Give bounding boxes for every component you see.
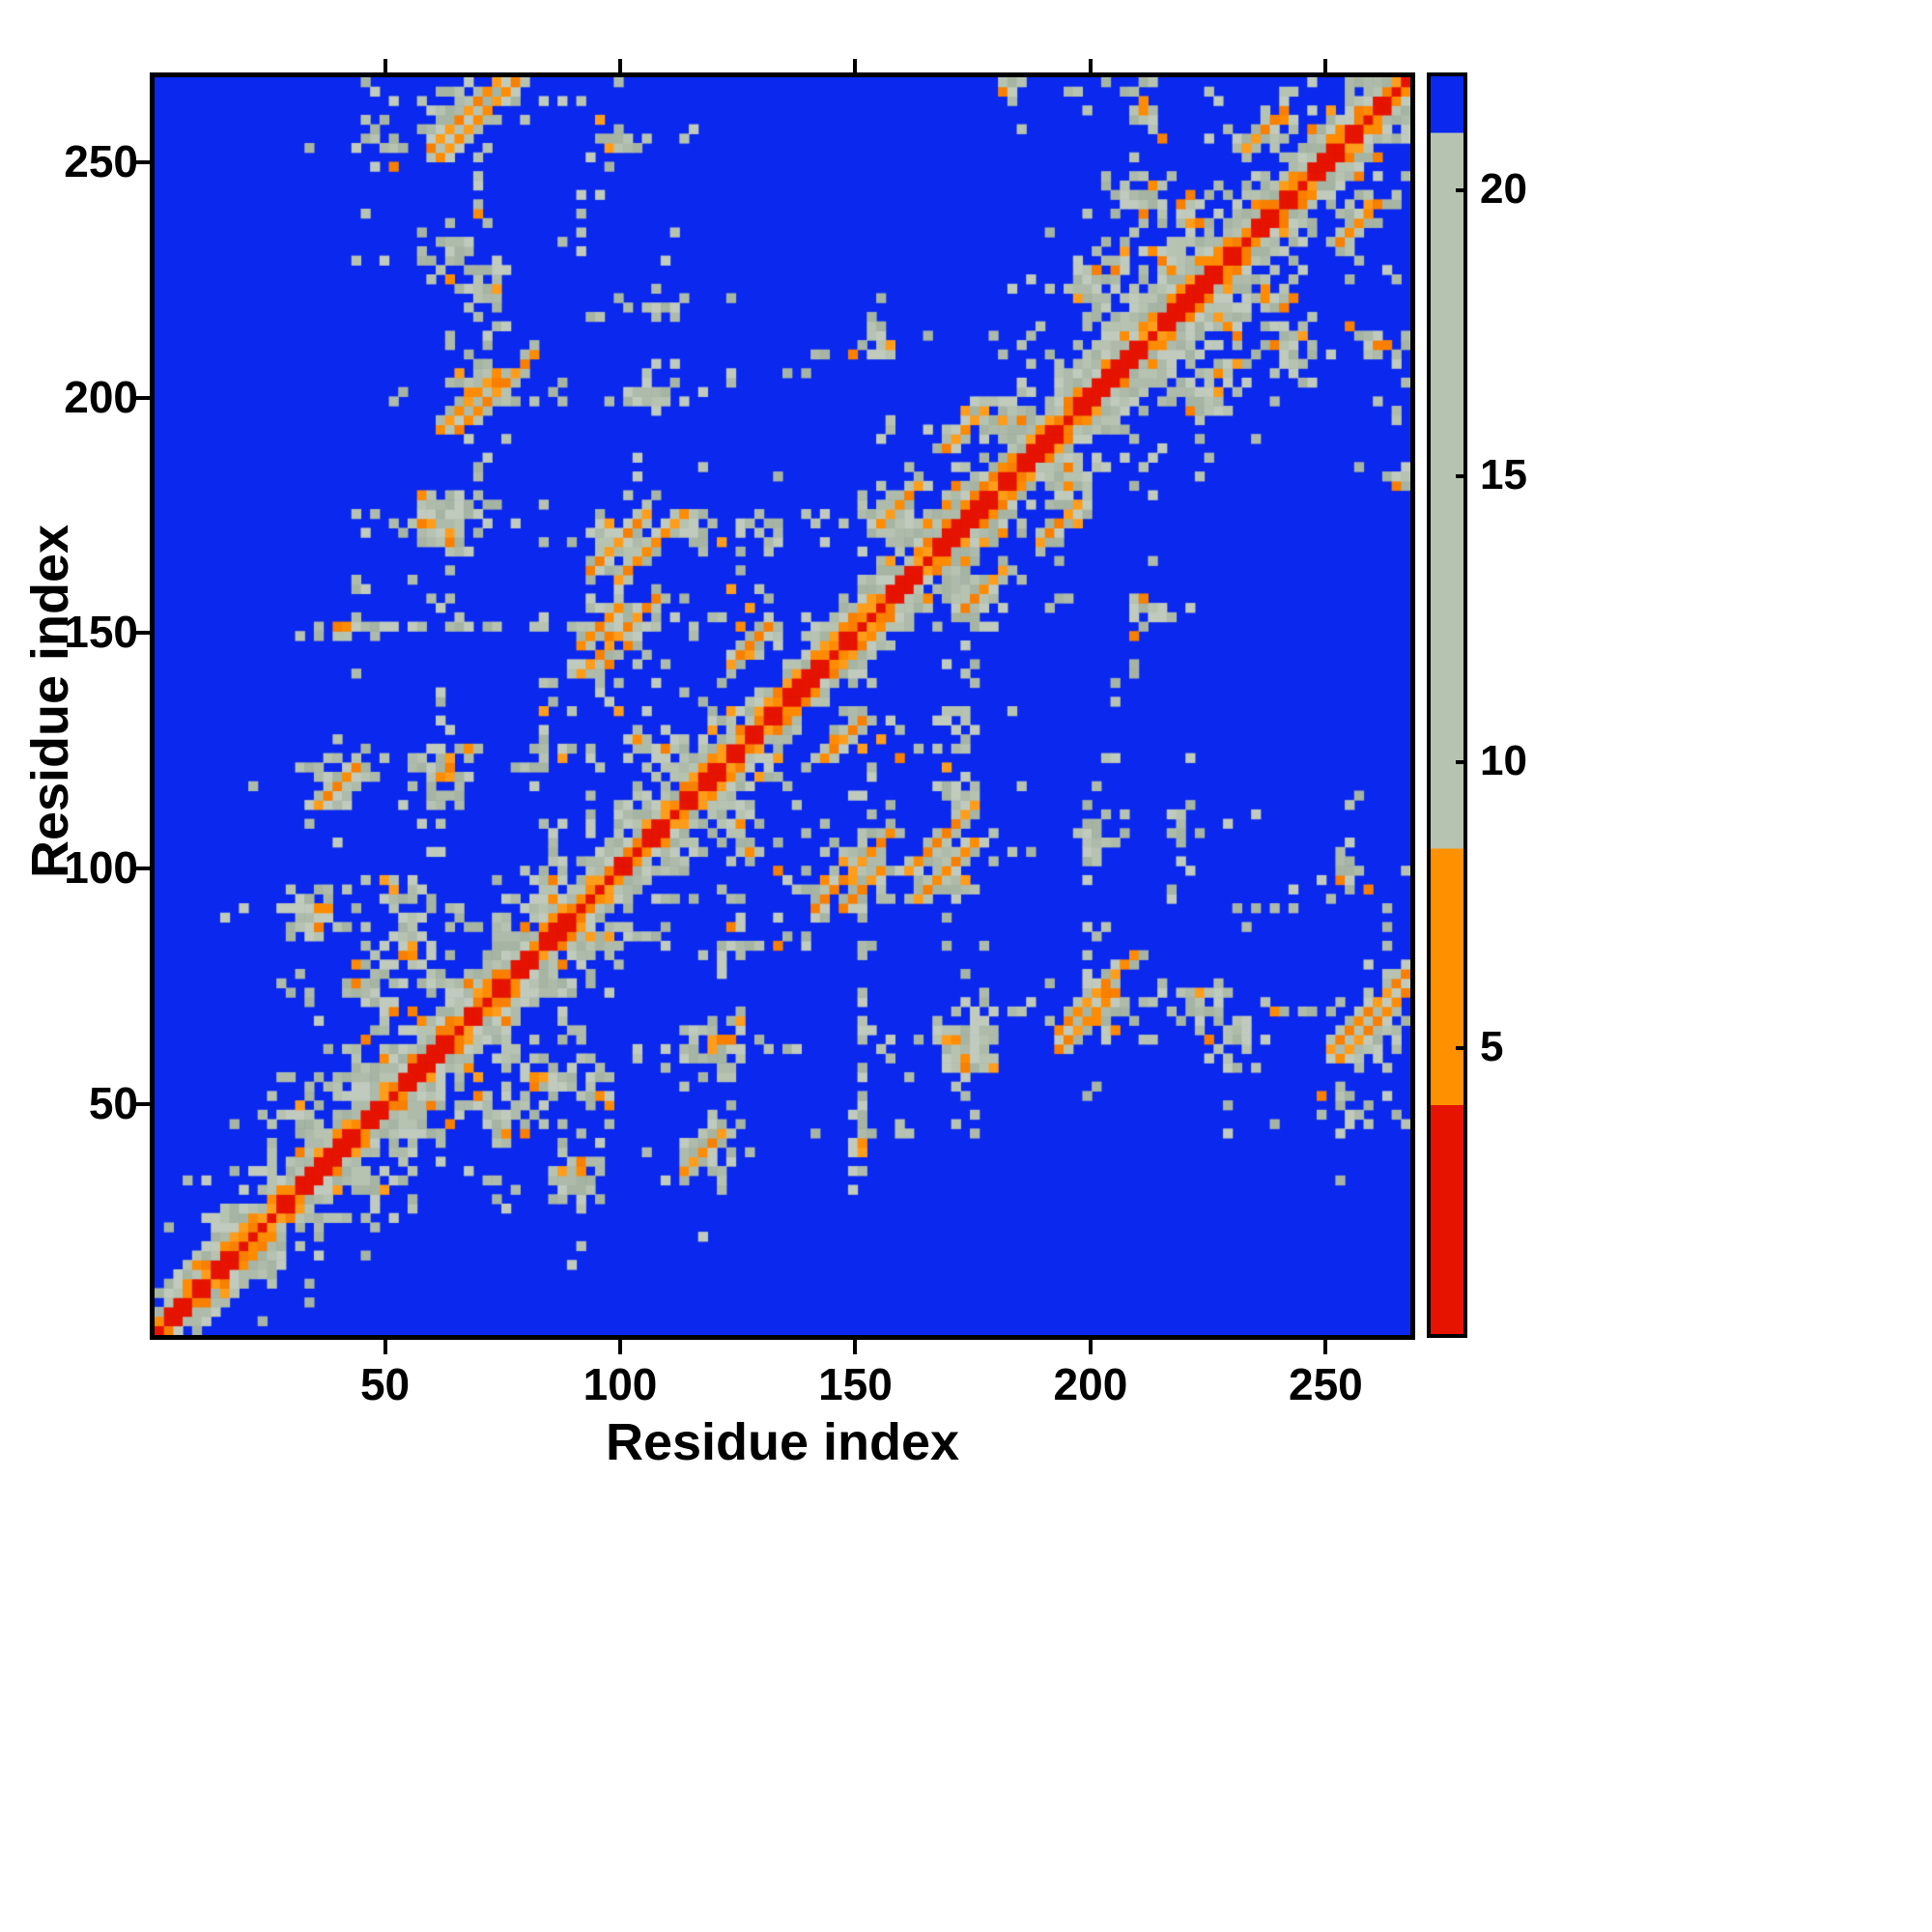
y-axis-label: Residue index	[21, 524, 79, 879]
colorbar	[1427, 72, 1467, 1338]
x-tick-mark	[1088, 1337, 1093, 1354]
y-tick-label: 50	[88, 1078, 138, 1129]
x-tick-mark	[383, 1337, 387, 1354]
heatmap-canvas	[155, 77, 1410, 1335]
x-tick-label: 50	[359, 1359, 411, 1409]
x-tick-mark-top	[1323, 59, 1328, 72]
y-tick-label: 200	[64, 371, 138, 422]
y-tick-label: 250	[64, 135, 138, 186]
x-tick-label: 200	[1053, 1359, 1128, 1409]
y-tick-mark	[132, 395, 150, 400]
x-tick-mark	[618, 1337, 623, 1354]
x-tick-mark-top	[618, 59, 623, 72]
colorbar-tick-label: 15	[1480, 451, 1527, 499]
colorbar-tick-mark	[1456, 1046, 1467, 1051]
colorbar-tick-mark	[1456, 474, 1467, 479]
x-tick-label: 250	[1288, 1359, 1363, 1409]
x-tick-mark-top	[853, 59, 858, 72]
x-tick-mark	[1323, 1337, 1328, 1354]
y-tick-label: 100	[64, 842, 138, 894]
y-tick-mark	[132, 631, 150, 636]
x-tick-mark-top	[383, 59, 387, 72]
y-tick-mark	[132, 159, 150, 164]
colorbar-tick-mark	[1456, 188, 1467, 193]
x-tick-label: 100	[582, 1359, 658, 1409]
colorbar-tick-label: 20	[1480, 165, 1527, 213]
y-tick-label: 150	[64, 607, 138, 658]
colorbar-tick-mark	[1456, 760, 1467, 765]
x-tick-mark	[853, 1337, 858, 1354]
colorbar-tick-label: 5	[1480, 1023, 1504, 1071]
x-tick-label: 150	[818, 1359, 893, 1409]
y-tick-mark	[132, 867, 150, 871]
x-tick-mark-top	[1088, 59, 1093, 72]
y-tick-mark	[132, 1102, 150, 1107]
plot-area	[150, 72, 1415, 1340]
colorbar-tick-label: 10	[1480, 737, 1527, 785]
x-axis-label: Residue index	[605, 1413, 960, 1471]
